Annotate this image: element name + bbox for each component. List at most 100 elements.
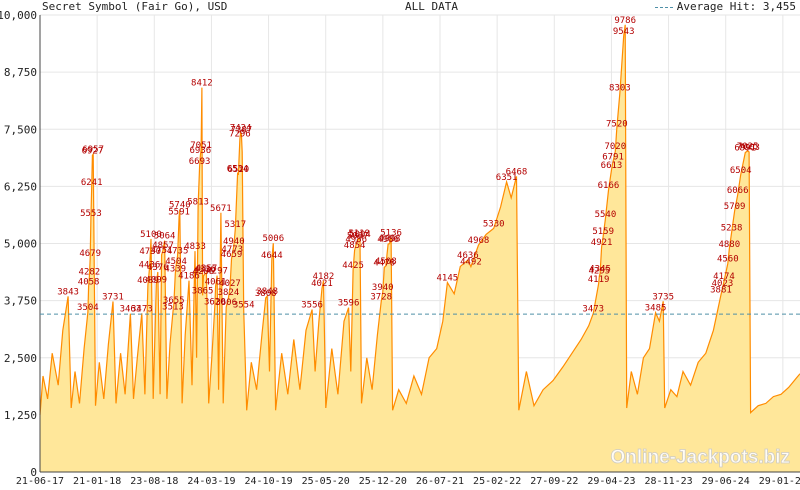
hit-value-label: 3843	[57, 287, 79, 297]
hit-value-label: 6351	[496, 173, 518, 183]
hit-value-label: 7296	[229, 130, 251, 140]
hit-value-label: 3485	[645, 304, 667, 314]
hit-value-label: 5813	[187, 197, 209, 207]
hit-value-label: 4119	[588, 275, 610, 285]
hit-value-label: 4476	[373, 258, 395, 268]
hit-value-label: 5064	[154, 232, 176, 242]
hit-value-label: 4186	[178, 272, 200, 282]
hit-value-label: 3808	[255, 289, 277, 299]
hit-value-label: 3554	[233, 301, 255, 311]
hit-value-label: 3504	[77, 303, 99, 313]
y-tick-label: 10,000	[0, 9, 37, 22]
hit-value-label: 6066	[727, 186, 749, 196]
hit-value-label: 5159	[592, 227, 614, 237]
hit-value-label: 3865	[192, 286, 214, 296]
hit-value-label: 3473	[582, 304, 604, 314]
hit-value-label: 4027	[219, 279, 241, 289]
hit-value-label: 4425	[342, 261, 364, 271]
hit-value-label: 5591	[168, 207, 190, 217]
hit-value-label: 4854	[344, 241, 366, 251]
y-tick-label: 2,500	[4, 352, 37, 365]
hit-value-label: 6991	[734, 144, 756, 154]
hit-value-label: 6534	[227, 164, 249, 174]
hit-value-label: 7025	[737, 142, 759, 152]
hit-value-label: 6468	[506, 167, 528, 177]
hit-value-label: 4492	[460, 258, 482, 268]
hit-value-label: 4376	[147, 263, 169, 273]
x-tick-label: 25-12-20	[359, 476, 407, 487]
hit-value-label: 5136	[380, 228, 402, 238]
hit-value-label: 3556	[301, 300, 323, 310]
x-tick-label: 29-01-25	[759, 476, 800, 487]
y-tick-label: 8,750	[4, 66, 37, 79]
y-tick-label: 3,750	[4, 295, 37, 308]
hit-value-label: 4297	[206, 267, 228, 277]
hit-value-label: 4023	[712, 279, 734, 289]
x-tick-label: 25-02-22	[473, 476, 521, 487]
hit-value-label: 6957	[82, 145, 104, 155]
hit-value-label: 3473	[131, 304, 153, 314]
hit-value-label: 5119	[348, 229, 370, 239]
hit-value-label: 4336	[194, 265, 216, 275]
hit-value-label: 3655	[163, 296, 185, 306]
x-tick-label: 21-01-18	[73, 476, 121, 487]
x-tick-label: 29-06-24	[702, 476, 750, 487]
hit-value-label: 7051	[190, 141, 212, 151]
y-tick-label: 6,250	[4, 180, 37, 193]
hit-value-label: 4357	[196, 264, 218, 274]
hit-value-label: 4436	[139, 260, 161, 270]
hit-value-label: 4636	[457, 251, 479, 261]
hit-value-label: 4644	[261, 251, 283, 261]
hit-value-label: 3848	[256, 287, 278, 297]
hit-value-label: 6927	[82, 146, 104, 156]
hit-value-label: 3731	[102, 292, 124, 302]
hit-value-label: 3824	[218, 288, 240, 298]
x-tick-label: 23-08-18	[130, 476, 178, 487]
hit-value-label: 7003	[738, 143, 760, 153]
hit-value-label: 4735	[167, 247, 189, 257]
x-tick-label: 29-04-23	[587, 476, 635, 487]
hit-value-label: 4099	[145, 276, 167, 286]
hit-value-label: 3940	[372, 283, 394, 293]
hit-value-label: 5317	[224, 220, 246, 230]
hit-value-label: 4968	[468, 236, 490, 246]
hit-value-label: 6791	[602, 153, 624, 163]
hit-value-label: 4659	[221, 250, 243, 260]
hit-value-label: 9786	[614, 16, 636, 26]
hit-value-label: 6693	[189, 157, 211, 167]
series-line	[39, 24, 800, 415]
x-tick-label: 28-11-23	[644, 476, 692, 487]
hit-value-label: 6936	[190, 146, 212, 156]
hit-value-label: 4058	[78, 278, 100, 288]
hit-value-label: 3735	[652, 292, 674, 302]
hit-value-label: 3728	[370, 293, 392, 303]
hit-value-label: 5094	[349, 230, 371, 240]
hit-value-label: 5540	[595, 210, 617, 220]
watermark: Online-Jackpots.biz	[611, 447, 790, 468]
hit-value-label: 4345	[589, 264, 611, 274]
hit-value-label: 3596	[338, 299, 360, 309]
hit-value-label: 4921	[591, 238, 613, 248]
hit-value-label: 7387	[231, 125, 253, 135]
hit-value-label: 4021	[311, 279, 333, 289]
hit-value-label: 4182	[313, 272, 335, 282]
range-label: ALL DATA	[405, 0, 458, 13]
hit-value-label: 4986	[377, 235, 399, 245]
hit-value-label: 6241	[81, 178, 103, 188]
hit-value-label: 6613	[601, 161, 623, 171]
hit-value-label: 4773	[221, 245, 243, 255]
plot-area	[39, 24, 800, 473]
hit-value-label: 8412	[191, 79, 213, 89]
hit-value-label: 7424	[230, 124, 252, 134]
hit-value-label: 6520	[228, 165, 250, 175]
hit-value-label: 5067	[347, 231, 369, 241]
x-tick-label: 21-06-17	[16, 476, 64, 487]
hit-value-label: 4833	[184, 242, 206, 252]
axes: 0 1,250 2,500 3,750 5,000 6,250 7,500 8,750 10,0…	[0, 9, 800, 487]
hit-value-label: 5671	[210, 204, 232, 214]
hit-value-label: 6504	[730, 166, 752, 176]
hit-value-label: 4339	[164, 265, 186, 275]
hit-value-label: 4880	[718, 240, 740, 250]
